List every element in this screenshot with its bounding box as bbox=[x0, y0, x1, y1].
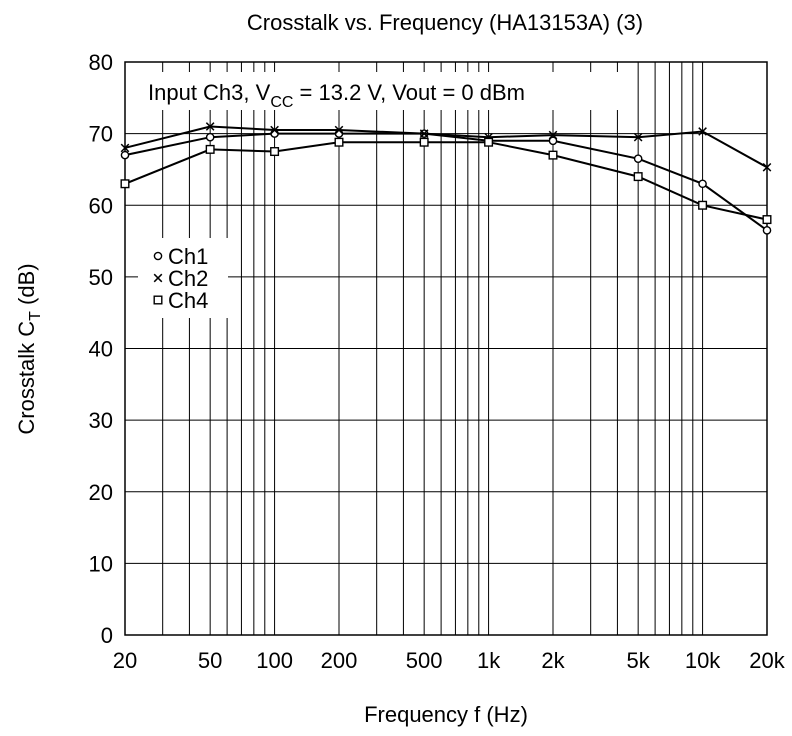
grid bbox=[125, 62, 767, 635]
legend-marker-ch2 bbox=[153, 273, 163, 283]
data-point-ch2 bbox=[205, 122, 215, 131]
data-point-ch1 bbox=[205, 132, 215, 142]
x-tick-label: 2k bbox=[541, 648, 565, 673]
series-line-ch1 bbox=[124, 132, 768, 232]
legend-label-ch2: Ch2 bbox=[168, 266, 208, 291]
data-point-ch4 bbox=[548, 150, 558, 160]
data-point-ch4 bbox=[762, 215, 772, 225]
legend-marker-ch1 bbox=[153, 251, 163, 261]
plot-frame bbox=[124, 61, 768, 636]
x-axis-ticks: 20 50 100 200 500 1k 2k 5k 10k 20k bbox=[113, 648, 786, 673]
y-tick-label: 60 bbox=[89, 193, 113, 218]
annotation-prefix: Input Ch3, V bbox=[148, 80, 271, 105]
y-axis-ticks: 0 10 20 30 40 50 60 70 80 bbox=[89, 50, 113, 648]
y-axis-label-unit: (dB) bbox=[14, 263, 39, 311]
data-point-ch2 bbox=[419, 129, 429, 138]
y-tick-label: 50 bbox=[89, 265, 113, 290]
y-tick-label: 30 bbox=[89, 408, 113, 433]
x-tick-label: 20k bbox=[749, 648, 785, 673]
x-tick-label: 500 bbox=[406, 648, 443, 673]
x-tick-label: 100 bbox=[256, 648, 293, 673]
data-point-ch2 bbox=[633, 132, 643, 142]
x-tick-label: 5k bbox=[627, 648, 651, 673]
y-tick-label: 20 bbox=[89, 480, 113, 505]
y-axis-label-main: Crosstalk C bbox=[14, 321, 39, 435]
y-tick-label: 70 bbox=[89, 122, 113, 147]
data-point-ch2 bbox=[548, 130, 558, 140]
annotation-subscript: CC bbox=[270, 94, 293, 111]
data-point-ch2 bbox=[762, 162, 772, 172]
data-point-ch4 bbox=[205, 144, 215, 154]
data-point-ch2 bbox=[270, 125, 279, 135]
data-point-ch4 bbox=[334, 137, 344, 147]
y-axis-label-subscript: T bbox=[27, 311, 44, 321]
data-point-ch4 bbox=[270, 147, 280, 157]
y-tick-label: 40 bbox=[89, 337, 113, 362]
data-point-ch1 bbox=[633, 154, 643, 163]
y-tick-label: 0 bbox=[101, 623, 113, 648]
data-point-ch4 bbox=[484, 137, 494, 147]
legend-marker-ch4 bbox=[153, 295, 163, 305]
data-point-ch4 bbox=[120, 179, 130, 189]
legend-label-ch4: Ch4 bbox=[168, 288, 208, 313]
data-point-ch1 bbox=[548, 136, 558, 146]
data-point-ch2 bbox=[334, 125, 344, 135]
data-point-ch1 bbox=[698, 179, 707, 189]
chart-title: Crosstalk vs. Frequency (HA13153A) (3) bbox=[247, 10, 643, 35]
data-point-ch1 bbox=[762, 226, 772, 235]
data-point-ch1 bbox=[120, 150, 130, 160]
annotation-box: Input Ch3, VCC = 13.2 V, Vout = 0 dBm bbox=[140, 72, 620, 111]
data-point-ch1 bbox=[270, 129, 279, 138]
series-line-ch2 bbox=[124, 125, 768, 169]
data-point-ch4 bbox=[633, 172, 643, 182]
data-point-ch4 bbox=[698, 200, 708, 210]
y-axis-label: Crosstalk CT (dB) bbox=[14, 263, 44, 434]
x-tick-label: 50 bbox=[198, 648, 222, 673]
y-tick-label: 80 bbox=[89, 50, 113, 75]
x-axis-label: Frequency f (Hz) bbox=[364, 702, 528, 727]
series-layer bbox=[120, 122, 772, 235]
data-point-ch2 bbox=[698, 127, 707, 136]
y-tick-label: 10 bbox=[89, 551, 113, 576]
x-tick-label: 1k bbox=[477, 648, 501, 673]
svg-text:Input Ch3, VCC = 13.2 V, Vout: Input Ch3, VCC = 13.2 V, Vout = 0 dBm bbox=[148, 80, 525, 111]
x-tick-label: 200 bbox=[321, 648, 358, 673]
x-tick-label: 10k bbox=[685, 648, 721, 673]
data-point-ch2 bbox=[120, 143, 130, 153]
legend-label-ch1: Ch1 bbox=[168, 244, 208, 269]
data-point-ch4 bbox=[419, 137, 429, 147]
series-line-ch4 bbox=[124, 141, 768, 221]
x-tick-label: 20 bbox=[113, 648, 137, 673]
annotation-suffix: = 13.2 V, Vout = 0 dBm bbox=[293, 80, 525, 105]
